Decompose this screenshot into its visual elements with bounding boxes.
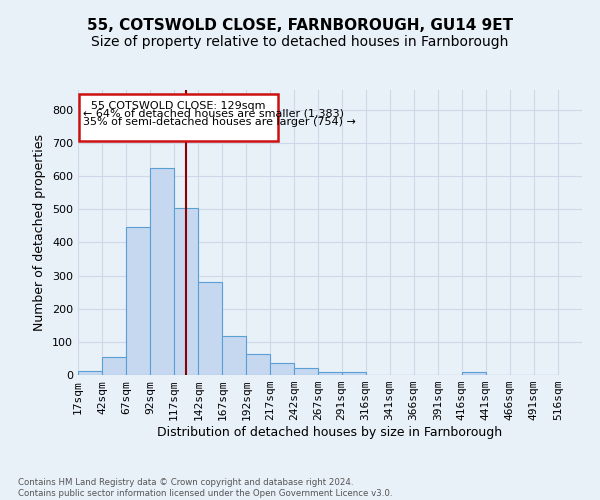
X-axis label: Distribution of detached houses by size in Farnborough: Distribution of detached houses by size … <box>157 426 503 439</box>
Bar <box>102 357 126 375</box>
Bar <box>126 227 150 375</box>
Bar <box>319 372 343 375</box>
Bar <box>295 368 319 375</box>
FancyBboxPatch shape <box>79 94 278 142</box>
Bar <box>341 372 365 375</box>
Text: 55 COTSWOLD CLOSE: 129sqm: 55 COTSWOLD CLOSE: 129sqm <box>91 102 266 112</box>
Bar <box>462 372 486 375</box>
Bar <box>247 354 271 375</box>
Bar <box>150 168 174 375</box>
Bar <box>198 282 222 375</box>
Text: ← 64% of detached houses are smaller (1,383): ← 64% of detached houses are smaller (1,… <box>83 109 344 119</box>
Bar <box>174 208 198 375</box>
Text: 55, COTSWOLD CLOSE, FARNBOROUGH, GU14 9ET: 55, COTSWOLD CLOSE, FARNBOROUGH, GU14 9E… <box>87 18 513 32</box>
Text: Contains HM Land Registry data © Crown copyright and database right 2024.
Contai: Contains HM Land Registry data © Crown c… <box>18 478 392 498</box>
Bar <box>271 362 295 375</box>
Y-axis label: Number of detached properties: Number of detached properties <box>34 134 46 331</box>
Bar <box>78 370 102 375</box>
Bar <box>222 336 247 375</box>
Text: Size of property relative to detached houses in Farnborough: Size of property relative to detached ho… <box>91 35 509 49</box>
Text: 35% of semi-detached houses are larger (754) →: 35% of semi-detached houses are larger (… <box>83 116 356 126</box>
